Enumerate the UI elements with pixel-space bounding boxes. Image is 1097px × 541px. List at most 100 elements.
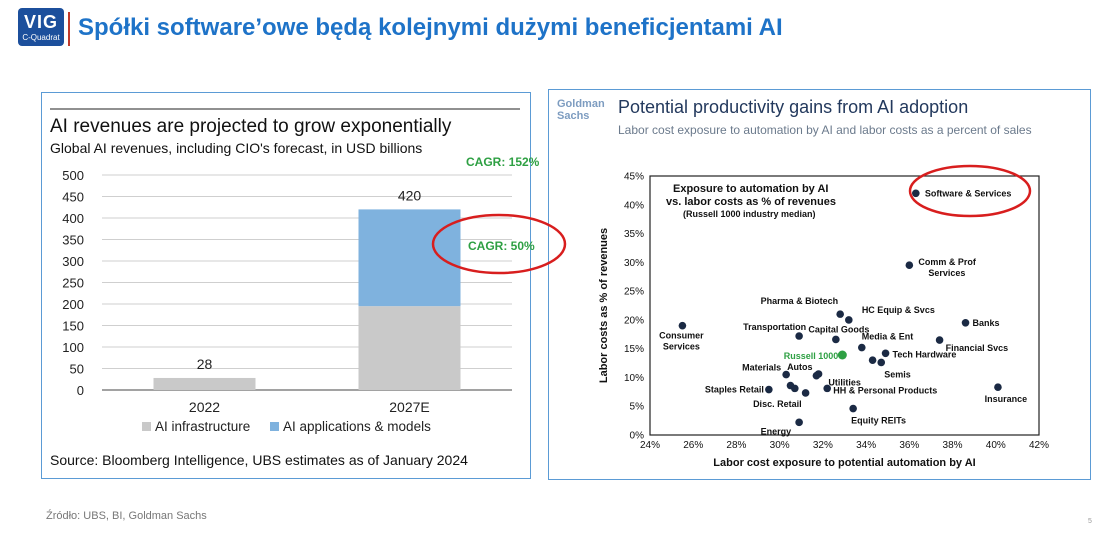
legend-entry: AI applications & models (283, 419, 431, 434)
bar-total-label: 28 (197, 356, 213, 372)
legend-swatch (142, 422, 151, 431)
bar-y-tick-label: 150 (62, 319, 84, 334)
title-divider (68, 12, 70, 46)
scatter-x-tick-label: 40% (986, 440, 1006, 451)
scatter-point-label: Semis (884, 369, 911, 379)
scatter-point-label: Software & Services (925, 188, 1012, 198)
bar-chart-subtitle: Global AI revenues, including CIO's fore… (50, 140, 422, 156)
scatter-point-label: Services (663, 342, 700, 352)
scatter-point-utilities (812, 371, 821, 380)
scatter-subtitle: Labor cost exposure to automation by AI … (618, 123, 1032, 137)
scatter-point-disc-retail (801, 389, 810, 397)
bar-segment-ai-applications-models (358, 209, 461, 307)
scatter-point-banks (961, 318, 970, 327)
scatter-x-tick-label: 26% (683, 440, 703, 451)
page-number: 5 (1088, 518, 1092, 525)
bar-total-label: 420 (398, 187, 422, 203)
logo-text: VIG (23, 12, 58, 32)
bar-y-tick-label: 50 (70, 362, 84, 377)
scatter-point-unlabeled (790, 384, 799, 393)
scatter-point-capital-goods (832, 335, 840, 344)
bar-y-tick-label: 250 (62, 276, 84, 291)
scatter-y-axis-label: Labor costs as % of revenues (598, 228, 610, 383)
scatter-point-label: Energy (761, 426, 792, 436)
scatter-point-hh-personal-products (823, 384, 832, 393)
scatter-x-tick-label: 30% (770, 440, 790, 451)
scatter-point-transportation (795, 332, 803, 340)
bar-segment-ai-infrastructure (358, 306, 461, 390)
bar-y-tick-label: 100 (62, 340, 84, 355)
scatter-point-comm-prof (905, 261, 914, 270)
scatter-point-label: Utilities (828, 378, 861, 388)
scatter-point-unlabeled (868, 356, 877, 364)
productivity-panel: Goldman Sachs Potential productivity gai… (548, 89, 1091, 480)
scatter-x-tick-label: 42% (1029, 440, 1049, 451)
scatter-x-tick-label: 28% (726, 440, 746, 451)
scatter-point-label: Banks (973, 318, 1000, 328)
legend-swatch (270, 422, 279, 431)
scatter-point-label: HC Equip & Svcs (862, 305, 935, 315)
scatter-y-tick-label: 20% (624, 315, 644, 326)
scatter-point-label: Materials (742, 363, 781, 373)
scatter-point-label: Insurance (985, 394, 1028, 404)
scatter-point-equity-reits (849, 404, 857, 413)
bar-chart-source: Source: Bloomberg Intelligence, UBS esti… (50, 452, 468, 468)
scatter-point-pharma-biotech (836, 310, 844, 318)
scatter-point-tech-hardware (881, 349, 890, 358)
scatter-point-label: Financial Svcs (946, 343, 1009, 353)
scatter-point-label: Equity REITs (851, 416, 906, 426)
vig-logo: VIG C-Quadrat (18, 8, 64, 46)
bar-y-tick-label: 200 (62, 297, 84, 312)
scatter-y-tick-label: 10% (624, 373, 644, 384)
bar-chart-title: AI revenues are projected to grow expone… (50, 116, 452, 137)
scatter-y-tick-label: 40% (624, 200, 644, 211)
bar-y-tick-label: 400 (62, 211, 84, 226)
legend-entry: AI infrastructure (155, 419, 250, 434)
ai-revenue-chart: AI revenues are projected to grow expone… (50, 108, 520, 468)
bar-y-tick-label: 350 (62, 233, 84, 248)
scatter-x-axis-label: Labor cost exposure to potential automat… (713, 457, 975, 469)
scatter-point-label: Pharma & Biotech (761, 296, 839, 306)
scatter-point-label: Autos (787, 362, 813, 372)
scatter-point-label: HH & Personal Products (833, 385, 937, 395)
scatter-point-label: Services (928, 268, 965, 278)
scatter-y-tick-label: 15% (624, 344, 644, 355)
scatter-inner-title-2: vs. labor costs as % of revenues (666, 196, 836, 208)
ai-revenue-panel: AI revenues are projected to grow expone… (41, 92, 531, 479)
scatter-point-financial-svcs (935, 336, 944, 344)
scatter-point-semis (877, 358, 886, 367)
scatter-point-label: Transportation (743, 322, 806, 332)
page-title: Spółki software’owe będą kolejnymi dużym… (78, 14, 783, 41)
gs-brand-line2: Sachs (557, 110, 589, 122)
scatter-title: Potential productivity gains from AI ado… (618, 97, 968, 117)
scatter-y-tick-label: 25% (624, 287, 644, 298)
scatter-point-label: Staples Retail (705, 385, 764, 395)
scatter-point-insurance (994, 383, 1002, 392)
scatter-point-label: Comm & Prof (918, 257, 977, 267)
scatter-point-materials (782, 370, 790, 379)
scatter-point-label: Tech Hardware (893, 349, 957, 359)
scatter-point-label: Disc. Retail (753, 399, 802, 409)
scatter-point-hc-equip-svcs (845, 316, 853, 324)
scatter-point-energy (795, 418, 803, 427)
scatter-y-tick-label: 5% (630, 402, 645, 413)
scatter-y-tick-label: 0% (630, 431, 645, 442)
bar-y-tick-label: 450 (62, 190, 84, 205)
scatter-inner-title-1: Exposure to automation by AI (673, 183, 828, 195)
scatter-x-tick-label: 38% (943, 440, 963, 451)
productivity-chart: Goldman Sachs Potential productivity gai… (557, 97, 1049, 469)
scatter-inner-title-3: (Russell 1000 industry median) (683, 209, 816, 219)
scatter-point-staples-retail (765, 385, 773, 394)
scatter-point-software-services (912, 189, 920, 198)
scatter-y-tick-label: 35% (624, 229, 644, 240)
bar-x-tick-label: 2022 (189, 399, 220, 415)
scatter-point-label: Consumer (659, 331, 704, 341)
gs-brand-line1: Goldman (557, 98, 605, 110)
scatter-x-tick-label: 32% (813, 440, 833, 451)
bar-y-tick-label: 0 (77, 383, 84, 398)
scatter-point-consumer (678, 321, 687, 330)
scatter-x-tick-label: 24% (640, 440, 660, 451)
bar-segment-ai-infrastructure (153, 377, 256, 390)
scatter-point-label: Russell 1000 (784, 351, 839, 361)
scatter-point-label: Capital Goods (808, 324, 869, 334)
